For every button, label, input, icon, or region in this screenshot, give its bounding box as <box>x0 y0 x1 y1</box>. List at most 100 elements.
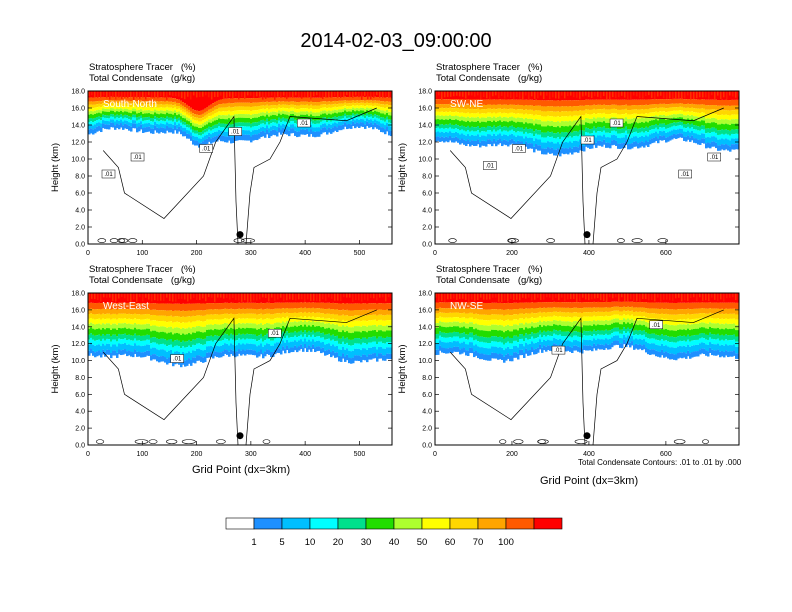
tracer-cell <box>206 111 209 115</box>
tracer-cell <box>150 331 153 338</box>
tracer-cell <box>318 312 321 318</box>
tracer-streak <box>130 91 132 98</box>
tracer-cell <box>98 97 101 101</box>
tracer-cell <box>326 129 329 135</box>
tracer-cell <box>154 320 157 326</box>
tracer-cell <box>505 126 508 131</box>
tracer-cell <box>629 123 632 130</box>
tracer-cell <box>535 138 538 144</box>
tracer-cell <box>693 138 696 143</box>
tracer-cell <box>503 121 506 127</box>
tracer-cell <box>302 104 305 109</box>
tracer-cell <box>727 110 730 116</box>
tracer-cell <box>370 110 373 115</box>
tracer-cell <box>593 104 596 109</box>
tracer-cell <box>463 104 466 109</box>
tracer-cell <box>338 100 341 104</box>
tracer-cell <box>645 121 648 127</box>
tracer-cell <box>695 138 698 144</box>
tracer-cell <box>156 326 159 332</box>
tracer-cell <box>384 108 387 112</box>
tracer-cell <box>314 337 317 342</box>
tracer-cell <box>148 339 151 345</box>
tracer-cell <box>162 117 165 121</box>
tracer-cell <box>110 91 113 97</box>
tracer-cell <box>521 105 524 110</box>
tracer-streak <box>510 91 512 98</box>
tracer-cell <box>547 91 550 101</box>
tracer-cell <box>280 302 283 309</box>
tracer-cell <box>348 100 351 104</box>
tracer-cell <box>453 99 456 105</box>
tracer-cell <box>633 132 636 137</box>
tracer-cell <box>154 309 157 315</box>
tracer-cell <box>445 91 448 100</box>
tracer-cell <box>284 293 287 303</box>
tracer-cell <box>236 345 239 352</box>
tracer-cell <box>459 126 462 131</box>
tracer-streak <box>301 91 303 99</box>
tracer-cell <box>673 129 676 134</box>
tracer-cell <box>118 106 121 110</box>
tracer-cell <box>721 105 724 111</box>
tracer-cell <box>166 340 169 347</box>
tracer-cell <box>182 114 185 118</box>
tracer-cell <box>533 110 536 116</box>
tracer-cell <box>567 148 570 155</box>
tracer-cell <box>350 103 353 107</box>
tracer-cell <box>148 107 151 111</box>
tracer-cell <box>523 129 526 134</box>
tracer-cell <box>609 99 612 106</box>
tracer-cell <box>262 346 265 354</box>
tracer-cell <box>551 111 554 117</box>
tracer-streak <box>106 91 108 99</box>
tracer-cell <box>435 104 438 108</box>
tracer-cell <box>609 137 612 144</box>
tracer-cell <box>563 142 566 149</box>
tracer-cell <box>388 122 391 127</box>
tracer-cell <box>124 120 127 124</box>
tracer-cell <box>324 97 327 102</box>
tracer-cell <box>551 125 554 132</box>
tracer-cell <box>94 309 97 315</box>
tracer-cell <box>136 101 139 105</box>
tracer-cell <box>130 319 133 325</box>
tracer-cell <box>332 97 335 102</box>
tracer-cell <box>198 132 201 136</box>
tracer-cell <box>164 293 167 304</box>
tracer-cell <box>352 110 355 114</box>
tracer-cell <box>639 113 642 119</box>
tracer-cell <box>176 310 179 317</box>
tracer-cell <box>100 107 103 111</box>
tracer-cell <box>665 108 668 113</box>
tracer-cell <box>725 105 728 111</box>
tracer-cell <box>445 99 448 105</box>
tracer-streak <box>666 91 668 99</box>
tracer-cell <box>282 110 285 114</box>
tracer-cell <box>196 326 199 332</box>
tracer-cell <box>645 140 648 146</box>
tracer-cell <box>583 105 586 111</box>
tracer-cell <box>350 100 353 104</box>
tracer-cell <box>318 127 321 132</box>
tracer-cell <box>232 334 235 340</box>
tracer-cell <box>158 310 161 316</box>
tracer-cell <box>517 113 520 118</box>
tracer-cell <box>525 99 528 106</box>
tracer-cell <box>611 113 614 118</box>
tracer-cell <box>106 111 109 116</box>
tracer-cell <box>94 345 97 353</box>
tracer-cell <box>306 104 309 108</box>
tracer-cell <box>152 121 155 125</box>
tracer-cell <box>495 109 498 114</box>
tracer-cell <box>589 118 592 124</box>
tracer-cell <box>451 137 454 143</box>
tracer-cell <box>254 113 257 118</box>
tracer-cell <box>118 308 121 314</box>
tracer-cell <box>204 326 207 333</box>
tracer-cell <box>687 135 690 140</box>
tracer-cell <box>224 127 227 132</box>
tracer-cell <box>541 148 544 155</box>
tracer-cell <box>136 120 139 124</box>
tracer-cell <box>128 318 131 324</box>
